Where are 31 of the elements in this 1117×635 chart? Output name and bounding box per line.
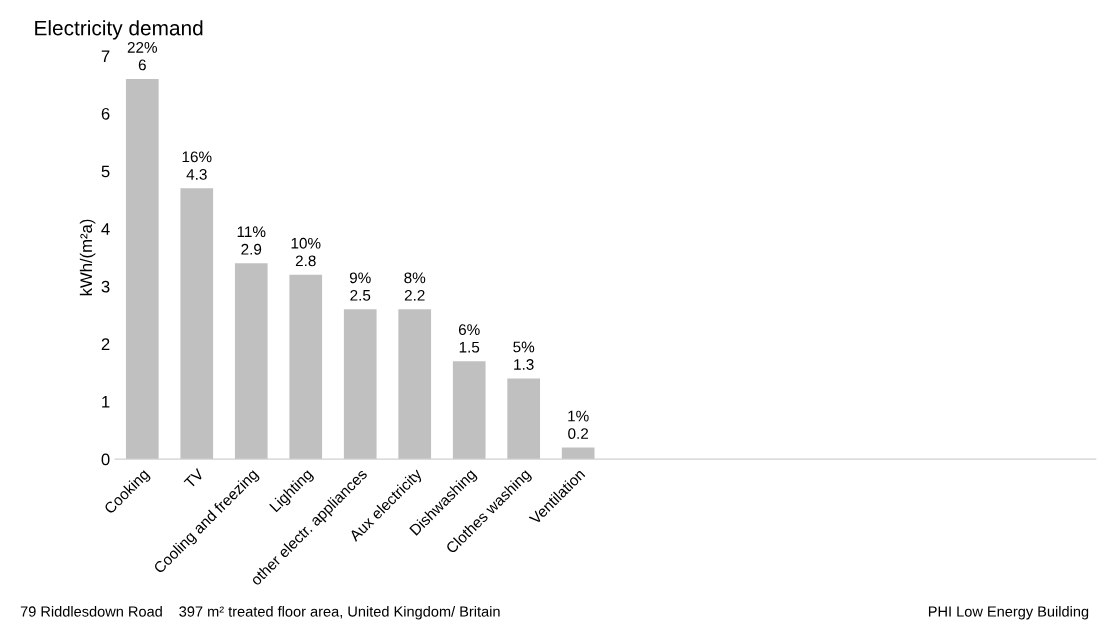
y-tick-label: 0: [101, 453, 110, 466]
annotation: 8% 2.2: [404, 272, 426, 301]
bar: [289, 274, 323, 460]
y-tick-label: 7: [101, 50, 110, 62]
bar: [180, 188, 214, 460]
annotation: 11% 2.9: [237, 226, 266, 255]
annotation: 10% 2.8: [291, 237, 321, 267]
y-tick-label: 4: [101, 223, 110, 235]
y-tick-label: 1: [102, 396, 110, 408]
annotation: 6% 1.5: [458, 324, 480, 353]
chart-title: Electricity demand: [35, 20, 203, 40]
annotation: 1% 0.2: [568, 410, 589, 440]
bar: [125, 78, 159, 460]
text: 397 m² treated floor area, United Kingdom/ Britain: [179, 605, 500, 620]
y-tick-label: 5: [101, 165, 110, 178]
y-tick-label: 6: [101, 107, 110, 120]
bar: [452, 361, 486, 460]
x-tick-label: TV: [183, 467, 205, 489]
annotation: 22% 6: [127, 41, 158, 71]
bar: [398, 309, 432, 460]
y-tick-label: 3: [101, 280, 110, 293]
annotation: 5% 1.3: [513, 341, 535, 370]
annotation: 9% 2.5: [349, 272, 371, 301]
text: PHI Low Energy Building: [928, 605, 1089, 620]
text: 79 Riddlesdown Road: [20, 605, 162, 617]
annotation: 16% 4.3: [182, 151, 212, 180]
bar: [343, 309, 377, 460]
y-tick-label: 2: [101, 338, 110, 350]
y-axis-title: kWh/(m²a): [79, 219, 96, 296]
bar: [234, 263, 268, 460]
bar: [507, 378, 541, 460]
